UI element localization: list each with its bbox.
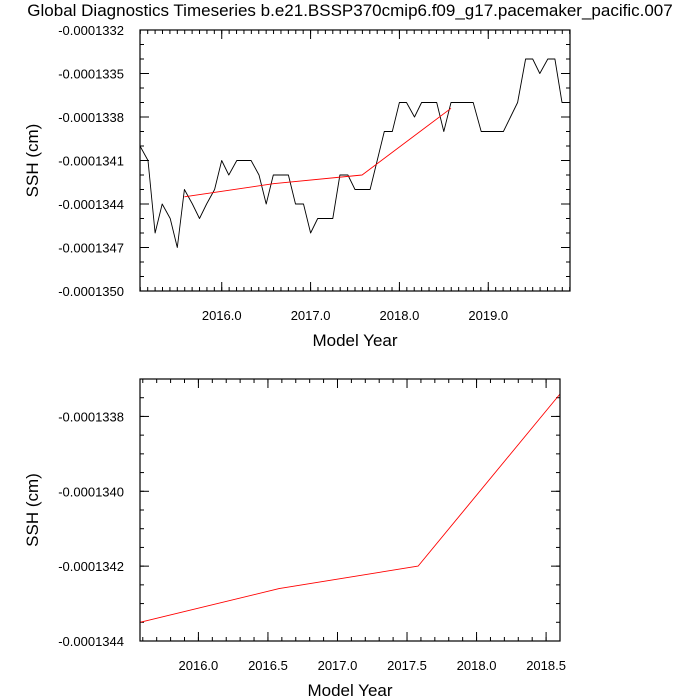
y-tick-label: -0.0001347 — [58, 241, 124, 256]
x-tick-label: 2017.5 — [387, 658, 427, 673]
x-tick-label: 2017.0 — [291, 308, 331, 323]
x-tick-label: 2018.0 — [457, 658, 497, 673]
x-axis-label: Model Year — [312, 331, 397, 350]
x-tick-label: 2018.0 — [380, 308, 420, 323]
y-tick-label: -0.0001344 — [58, 197, 124, 212]
plot-frame — [139, 29, 571, 292]
y-tick-label: -0.0001335 — [58, 67, 124, 82]
y-axis-label: SSH (cm) — [23, 124, 42, 198]
annual-mean-line — [184, 107, 452, 198]
plot-frame — [139, 378, 561, 642]
x-tick-label: 2019.0 — [468, 308, 508, 323]
y-axis-label: SSH (cm) — [23, 473, 42, 547]
y-tick-label: -0.0001338 — [58, 110, 124, 125]
y-tick-label: -0.0001332 — [58, 23, 124, 38]
y-tick-label: -0.0001338 — [58, 409, 124, 424]
y-tick-label: -0.0001350 — [58, 284, 124, 299]
x-tick-label: 2016.5 — [248, 658, 288, 673]
chart-title: Global Diagnostics Timeseries b.e21.BSSP… — [27, 1, 673, 20]
y-tick-label: -0.0001340 — [58, 484, 124, 499]
y-tick-label: -0.0001341 — [58, 154, 124, 169]
x-tick-label: 2017.0 — [318, 658, 358, 673]
x-tick-label: 2018.5 — [526, 658, 566, 673]
monthly-line — [139, 58, 570, 248]
x-tick-label: 2016.0 — [202, 308, 242, 323]
y-tick-label: -0.0001342 — [58, 559, 124, 574]
x-axis-label: Model Year — [307, 681, 392, 700]
x-tick-label: 2016.0 — [179, 658, 219, 673]
y-tick-label: -0.0001344 — [58, 634, 124, 649]
annual-mean-line — [139, 393, 561, 623]
